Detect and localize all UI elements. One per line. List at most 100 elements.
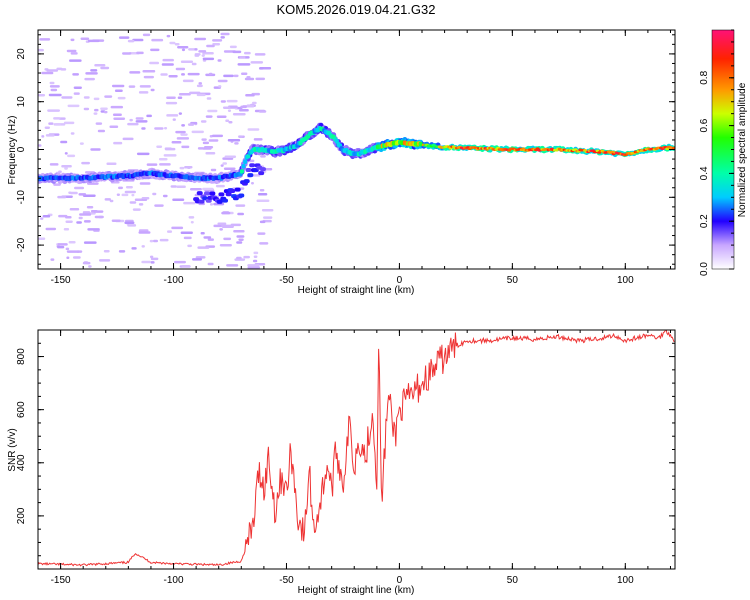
spectrogram-noise-mark [198, 50, 207, 53]
spectrogram-noise-mark [181, 73, 185, 76]
snr-xlabel: Height of straight line (km) [298, 585, 415, 596]
spectrogram-noise-mark [206, 44, 215, 48]
spectrogram-marks [38, 32, 675, 269]
spectrogram-noise-mark [196, 93, 206, 97]
spectrogram-noise-mark [194, 53, 201, 56]
spectrogram-noise-mark [181, 145, 190, 149]
spectrogram-noise-mark [180, 133, 188, 136]
spectrogram-noise-mark [189, 188, 202, 191]
spectrogram-noise-mark [113, 141, 123, 145]
spectrogram-noise-mark [221, 211, 231, 215]
spectrogram-noise-mark [113, 117, 126, 120]
spectrogram-noise-mark [159, 238, 169, 242]
spectrogram-noise-mark [232, 112, 246, 116]
spectrogram-noise-mark [212, 42, 221, 46]
spectrogram-noise-mark [49, 163, 59, 166]
spectrogram-noise-mark [78, 193, 87, 196]
spectrogram-noise-mark [90, 148, 101, 151]
spectrogram-ytick-label: 20 [16, 48, 27, 60]
spectrogram-noise-mark [161, 63, 174, 66]
spectrogram-noise-mark [177, 96, 183, 100]
spectrogram-noise-mark [207, 238, 214, 241]
spectrogram-noise-mark [63, 121, 75, 125]
spectrogram-noise-mark [44, 126, 50, 129]
spectrogram-noise-mark [138, 91, 149, 94]
spectrogram-noise-mark [253, 251, 259, 255]
spectrogram-noise-mark [211, 134, 224, 138]
spectrogram-noise-mark [125, 185, 133, 189]
spectrogram-noise-mark [201, 138, 207, 141]
spectrogram-noise-mark [166, 230, 173, 233]
spectrogram-noise-mark [67, 154, 76, 158]
spectrogram-noise-mark [72, 73, 80, 76]
spectrogram-noise-mark [240, 105, 248, 109]
snr-ytick-label: 600 [16, 401, 27, 418]
snr-xtick-label: -100 [164, 575, 184, 586]
spectrogram-noise-mark [179, 166, 185, 170]
spectrogram-noise-mark [250, 181, 254, 185]
spectrogram-noise-mark [73, 92, 80, 95]
spectrogram-noise-mark [190, 220, 194, 224]
figure-title: KOM5.2026.019.04.21.G32 [276, 2, 435, 17]
spectrogram-noise-mark [180, 60, 194, 64]
spectrogram-noise-mark [138, 229, 149, 232]
spectrogram-noise-mark [222, 106, 231, 109]
spectrogram-noise-mark [175, 67, 186, 71]
spectrogram-branch-mark [243, 179, 250, 184]
spectrogram-noise-mark [66, 49, 77, 53]
spectrogram-noise-mark [149, 239, 154, 243]
spectrogram-noise-mark [141, 260, 152, 264]
spectrogram-noise-mark [127, 39, 135, 43]
spectrogram-noise-mark [258, 110, 267, 113]
spectrogram-noise-mark [88, 265, 92, 268]
spectrogram-noise-mark [224, 155, 237, 158]
spectrogram-branch-mark [259, 167, 266, 172]
spectrogram-noise-mark [197, 246, 210, 249]
spectrogram-noise-mark [195, 256, 206, 259]
spectrogram-noise-mark [65, 247, 70, 251]
spectrogram-noise-mark [159, 163, 171, 166]
spectrogram-noise-mark [260, 155, 266, 158]
spectrogram-noise-mark [135, 120, 148, 123]
spectrogram-noise-mark [181, 124, 186, 127]
spectrogram-noise-mark [83, 220, 91, 223]
spectrogram-noise-mark [82, 211, 91, 214]
spectrogram-noise-mark [106, 162, 117, 166]
spectrogram-noise-mark [202, 147, 212, 150]
spectrogram-noise-mark [202, 141, 210, 145]
spectrogram-noise-mark [255, 77, 266, 81]
spectrogram-noise-mark [57, 243, 68, 246]
spectrogram-noise-mark [49, 85, 60, 88]
spectrogram-noise-mark [183, 236, 192, 240]
spectrogram-noise-mark [257, 232, 266, 235]
spectrogram-noise-mark [200, 120, 207, 123]
spectrogram-noise-mark [187, 244, 192, 248]
spectrogram-noise-mark [94, 108, 99, 112]
spectrogram-branch-mark [247, 173, 254, 178]
spectrogram-noise-mark [41, 71, 54, 75]
spectrogram-noise-mark [241, 72, 248, 76]
spectrogram-noise-mark [237, 212, 244, 216]
spectrogram-noise-mark [78, 216, 83, 220]
spectrogram-noise-mark [138, 231, 151, 234]
spectrogram-noise-mark [72, 256, 81, 259]
spectrogram-noise-mark [209, 203, 214, 206]
spectrogram-noise-mark [150, 261, 155, 264]
spectrogram-noise-mark [243, 255, 250, 259]
spectrogram-noise-mark [150, 48, 160, 52]
spectrogram-noise-mark [127, 122, 139, 126]
spectrogram-branch-mark [203, 191, 210, 196]
spectrogram-noise-mark [103, 249, 110, 253]
spectrogram-noise-mark [188, 216, 195, 219]
spectrogram-noise-mark [237, 63, 251, 66]
spectrogram-noise-mark [129, 71, 141, 74]
spectrogram-xtick-label: -150 [51, 275, 71, 286]
spectrogram-noise-mark [171, 141, 182, 144]
spectrogram-noise-mark [86, 182, 99, 185]
spectrogram-noise-mark [136, 152, 150, 156]
spectrogram-noise-mark [235, 204, 246, 207]
colorbar: 0.0 0.2 0.4 0.6 0.8 Normalized spectral ampl… [699, 29, 748, 276]
spectrogram-branch-mark [209, 191, 216, 196]
spectrogram-noise-mark [104, 198, 112, 201]
